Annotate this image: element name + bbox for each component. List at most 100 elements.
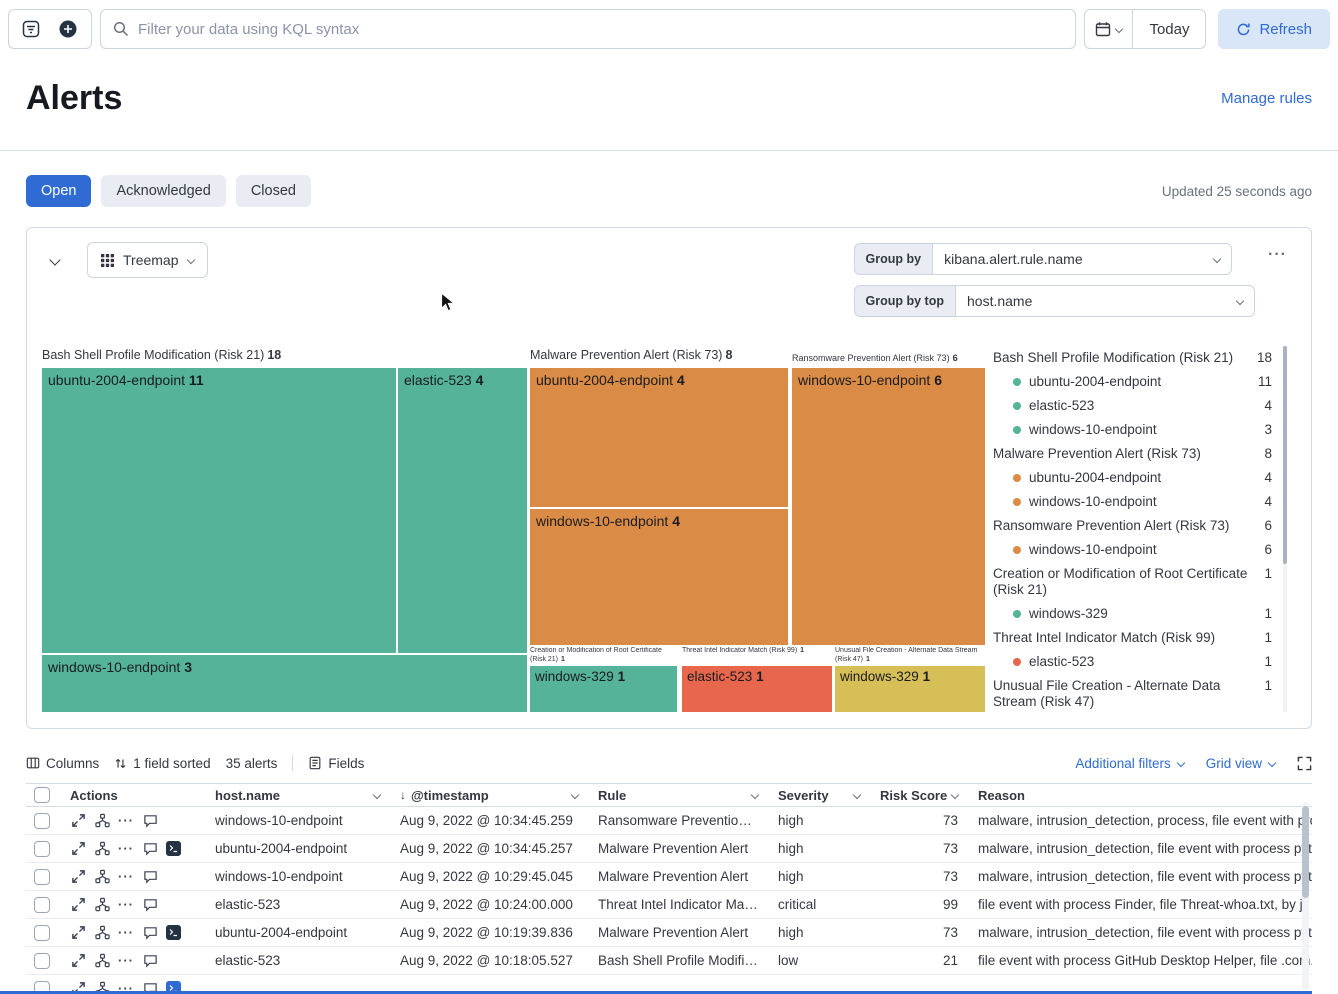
date-range-today-button[interactable]: Today bbox=[1133, 10, 1205, 48]
manage-rules-link[interactable]: Manage rules bbox=[1221, 89, 1312, 107]
treemap-tile[interactable]: windows-329 1 bbox=[530, 666, 677, 712]
cell-severity[interactable]: critical bbox=[778, 897, 817, 912]
investigate-in-timeline-icon[interactable] bbox=[142, 925, 158, 941]
column-header-rule[interactable]: Rule bbox=[588, 784, 768, 806]
row-checkbox[interactable] bbox=[34, 840, 50, 857]
columns-button[interactable]: Columns bbox=[26, 756, 99, 771]
kql-search-field[interactable] bbox=[100, 9, 1077, 49]
more-actions-icon[interactable]: ··· bbox=[118, 953, 134, 968]
cell-reason[interactable]: malware, intrusion_detection, file event… bbox=[978, 925, 1312, 940]
row-checkbox[interactable] bbox=[34, 812, 50, 829]
row-checkbox[interactable] bbox=[34, 868, 50, 885]
search-input[interactable] bbox=[138, 20, 1064, 38]
column-header-timestamp[interactable]: ↓ @timestamp bbox=[390, 784, 588, 806]
more-actions-icon[interactable]: ··· bbox=[118, 981, 134, 994]
cell-rule[interactable]: Malware Prevention Alert bbox=[598, 925, 749, 940]
analyze-event-icon[interactable] bbox=[94, 813, 110, 829]
column-menu-chevron[interactable] bbox=[950, 790, 960, 800]
treemap-tile[interactable]: ubuntu-2004-endpoint 11 bbox=[42, 368, 396, 653]
cell-reason[interactable]: malware, intrusion_detection, process, f… bbox=[978, 813, 1312, 828]
treemap-tile[interactable]: elastic-523 1 bbox=[682, 666, 832, 712]
cell-host-name[interactable]: ubuntu-2004-endpoint bbox=[215, 841, 348, 856]
cell-host-name[interactable]: elastic-523 bbox=[215, 897, 281, 912]
more-actions-icon[interactable]: ··· bbox=[118, 897, 134, 912]
more-actions-icon[interactable]: ··· bbox=[118, 841, 134, 856]
row-checkbox[interactable] bbox=[34, 896, 50, 913]
more-actions-icon[interactable]: ··· bbox=[118, 869, 134, 884]
cell-timestamp[interactable]: Aug 9, 2022 @ 10:34:45.259 bbox=[400, 813, 573, 828]
saved-query-menu-icon[interactable] bbox=[22, 20, 40, 38]
date-picker-button[interactable] bbox=[1085, 10, 1134, 48]
treemap-tile[interactable]: ubuntu-2004-endpoint 4 bbox=[530, 368, 788, 507]
cell-severity[interactable]: high bbox=[778, 813, 804, 828]
analyze-event-icon[interactable] bbox=[94, 925, 110, 941]
cell-reason[interactable]: malware, intrusion_detection, file event… bbox=[978, 869, 1312, 884]
analyze-event-icon[interactable] bbox=[94, 897, 110, 913]
column-header-reason[interactable]: Reason bbox=[978, 787, 1025, 803]
sort-fields-button[interactable]: 1 field sorted bbox=[114, 756, 211, 771]
treemap-tile[interactable]: elastic-523 4 bbox=[398, 368, 527, 653]
tab-open[interactable]: Open bbox=[26, 175, 92, 207]
more-actions-icon[interactable]: ··· bbox=[118, 925, 134, 940]
cell-rule[interactable]: Bash Shell Profile Modification bbox=[598, 953, 768, 968]
expand-alert-icon[interactable] bbox=[70, 841, 86, 857]
group-by-select[interactable]: kibana.alert.rule.name bbox=[932, 243, 1233, 275]
expand-alert-icon[interactable] bbox=[70, 925, 86, 941]
treemap-tile[interactable]: windows-10-endpoint 3 bbox=[42, 655, 527, 712]
cell-rule[interactable]: Ransomware Prevention Alert bbox=[598, 813, 768, 828]
column-menu-chevron[interactable] bbox=[570, 790, 580, 800]
add-filter-icon[interactable] bbox=[58, 19, 78, 39]
cell-severity[interactable]: high bbox=[778, 841, 804, 856]
investigate-in-timeline-icon[interactable] bbox=[142, 953, 158, 969]
cell-reason[interactable]: malware, intrusion_detection, file event… bbox=[978, 841, 1312, 856]
investigate-in-timeline-icon[interactable] bbox=[142, 869, 158, 885]
expand-alert-icon[interactable] bbox=[70, 897, 86, 913]
fullscreen-icon[interactable] bbox=[1297, 756, 1312, 771]
column-header-host-name[interactable]: host.name bbox=[205, 784, 390, 806]
column-header-risk-score[interactable]: Risk Score bbox=[870, 784, 968, 806]
grid-view-button[interactable]: Grid view bbox=[1206, 756, 1277, 771]
column-menu-chevron[interactable] bbox=[750, 790, 760, 800]
row-checkbox[interactable] bbox=[34, 980, 50, 994]
cell-risk-score[interactable]: 73 bbox=[942, 925, 958, 940]
column-header-severity[interactable]: Severity bbox=[768, 784, 870, 806]
treemap-tile[interactable]: windows-10-endpoint 6 bbox=[792, 368, 985, 645]
legend-scrollbar[interactable] bbox=[1283, 346, 1287, 712]
investigate-in-timeline-icon[interactable] bbox=[142, 897, 158, 913]
cell-reason[interactable]: file event with process Finder, file Thr… bbox=[978, 897, 1310, 912]
expand-alert-icon[interactable] bbox=[70, 953, 86, 969]
row-checkbox[interactable] bbox=[34, 952, 50, 969]
cell-rule[interactable]: Threat Intel Indicator Match bbox=[598, 897, 763, 912]
more-actions-icon[interactable]: ··· bbox=[118, 813, 134, 828]
cell-risk-score[interactable]: 73 bbox=[942, 841, 958, 856]
cell-host-name[interactable]: windows-10-endpoint bbox=[215, 869, 343, 884]
analyze-event-icon[interactable] bbox=[94, 869, 110, 885]
expand-alert-icon[interactable] bbox=[70, 869, 86, 885]
cell-timestamp[interactable]: Aug 9, 2022 @ 10:29:45.045 bbox=[400, 869, 573, 884]
cell-timestamp[interactable]: Aug 9, 2022 @ 10:19:39.836 bbox=[400, 925, 573, 940]
column-menu-chevron[interactable] bbox=[852, 790, 862, 800]
session-view-icon[interactable] bbox=[166, 925, 181, 940]
cell-timestamp[interactable]: Aug 9, 2022 @ 10:24:00.000 bbox=[400, 897, 573, 912]
cell-host-name[interactable]: ubuntu-2004-endpoint bbox=[215, 925, 348, 940]
expand-alert-icon[interactable] bbox=[70, 813, 86, 829]
cell-risk-score[interactable]: 99 bbox=[942, 897, 958, 912]
investigate-in-timeline-icon[interactable] bbox=[142, 841, 158, 857]
cell-timestamp[interactable]: Aug 9, 2022 @ 10:34:45.257 bbox=[400, 841, 573, 856]
cell-severity[interactable]: high bbox=[778, 869, 804, 884]
table-scrollbar[interactable] bbox=[1302, 802, 1309, 990]
tab-acknowledged[interactable]: Acknowledged bbox=[101, 175, 226, 207]
group-by-top-select[interactable]: host.name bbox=[955, 285, 1255, 317]
refresh-button[interactable]: Refresh bbox=[1218, 9, 1330, 49]
collapse-chart-button[interactable] bbox=[49, 252, 61, 267]
cell-timestamp[interactable]: Aug 9, 2022 @ 10:18:05.527 bbox=[400, 953, 573, 968]
row-checkbox[interactable] bbox=[34, 924, 50, 941]
additional-filters-button[interactable]: Additional filters bbox=[1075, 756, 1185, 771]
fields-button[interactable]: Fields bbox=[308, 756, 364, 771]
column-menu-chevron[interactable] bbox=[372, 790, 382, 800]
panel-options-icon[interactable]: ··· bbox=[1268, 246, 1287, 263]
cell-rule[interactable]: Malware Prevention Alert bbox=[598, 841, 749, 856]
expand-alert-icon[interactable] bbox=[70, 981, 86, 994]
investigate-in-timeline-icon[interactable] bbox=[142, 813, 158, 829]
analyze-event-icon[interactable] bbox=[94, 953, 110, 969]
